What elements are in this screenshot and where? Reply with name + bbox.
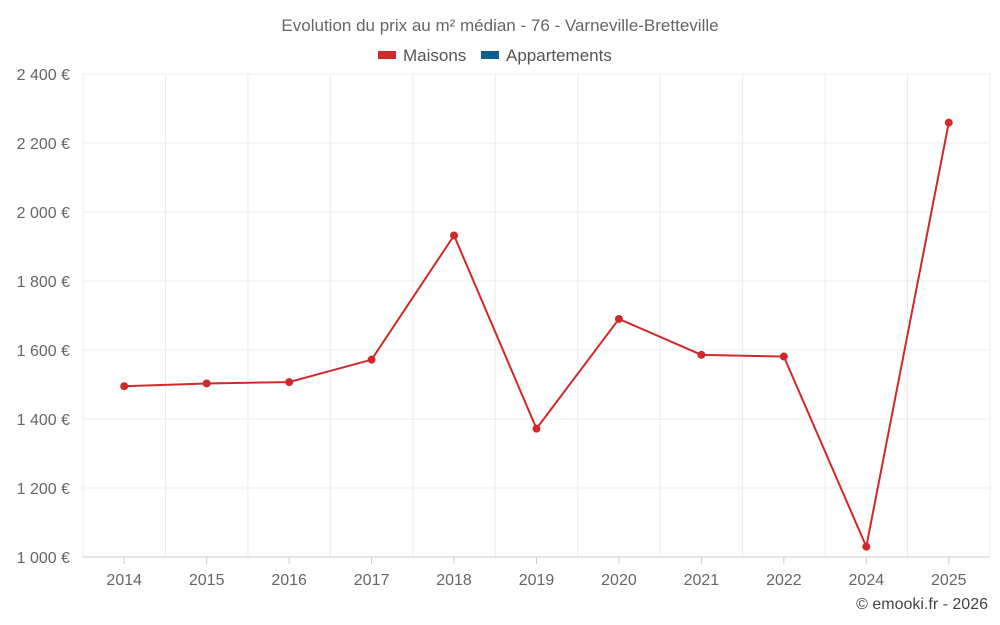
x-tick-label: 2021 [684, 572, 720, 589]
y-tick-label: 2 000 € [17, 205, 70, 222]
x-tick-label: 2020 [601, 572, 637, 589]
legend: Maisons Appartements [378, 46, 612, 65]
chart-title: Evolution du prix au m² médian - 76 - Va… [281, 16, 718, 35]
x-tick-label: 2024 [849, 572, 885, 589]
data-point[interactable] [202, 379, 211, 388]
x-tick-label: 2025 [931, 572, 967, 589]
grid-lines [82, 73, 991, 558]
legend-item-appartements[interactable]: Appartements [481, 46, 612, 65]
y-tick-label: 2 400 € [17, 67, 70, 84]
axes: 1 000 € 1 200 € 1 400 € 1 600 € 1 800 € 2 000… [17, 67, 990, 589]
data-point[interactable] [285, 378, 294, 387]
y-tick-label: 2 200 € [17, 136, 70, 153]
x-tick-label: 2016 [271, 572, 307, 589]
x-tick-label: 2019 [519, 572, 555, 589]
x-tick-label: 2014 [106, 572, 142, 589]
data-point[interactable] [120, 382, 129, 391]
legend-item-maisons[interactable]: Maisons [378, 46, 466, 65]
data-point[interactable] [532, 424, 541, 433]
x-tick-label: 2022 [766, 572, 802, 589]
y-tick-label: 1 400 € [17, 412, 70, 429]
data-point[interactable] [450, 231, 459, 240]
legend-label-appartements: Appartements [506, 46, 612, 65]
data-point[interactable] [614, 314, 623, 323]
x-tick-label: 2015 [189, 572, 225, 589]
legend-label-maisons: Maisons [403, 46, 466, 65]
data-point[interactable] [697, 350, 706, 359]
y-tick-label: 1 600 € [17, 343, 70, 360]
series-layer [120, 118, 953, 551]
data-point[interactable] [367, 355, 376, 364]
footer-copyright: © emooki.fr - 2026 [856, 596, 988, 613]
y-tick-label: 1 200 € [17, 481, 70, 498]
data-point[interactable] [862, 542, 871, 551]
legend-swatch-maisons [378, 51, 396, 59]
x-tick-label: 2017 [354, 572, 390, 589]
data-point[interactable] [944, 118, 953, 127]
y-tick-label: 1 000 € [17, 550, 70, 567]
x-tick-label: 2018 [436, 572, 472, 589]
y-tick-label: 1 800 € [17, 274, 70, 291]
legend-swatch-appartements [481, 51, 499, 59]
data-point[interactable] [779, 352, 788, 361]
